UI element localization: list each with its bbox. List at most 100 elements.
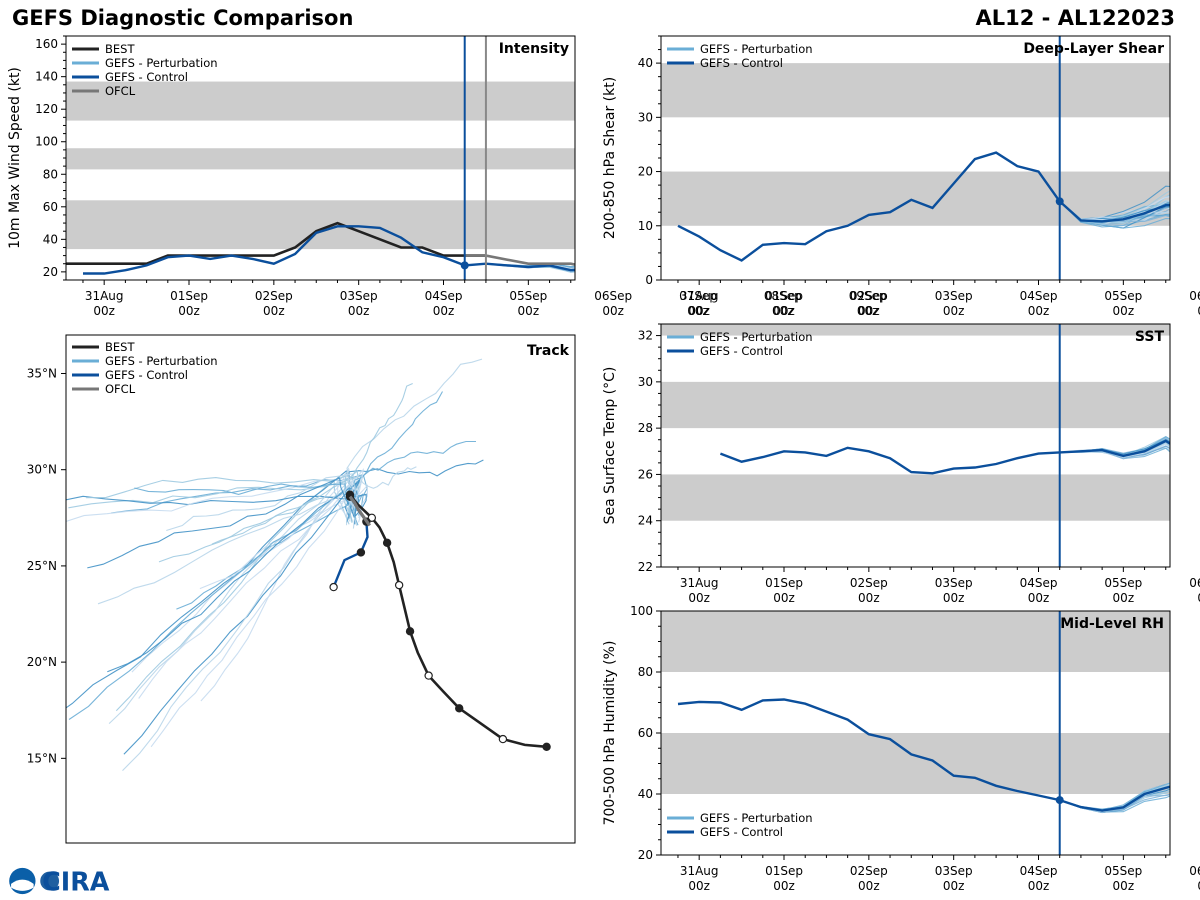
threshold-band	[661, 63, 1170, 118]
y-axis-label: 10m Max Wind Speed (kt)	[7, 67, 23, 249]
x-tick-label-hour: 00z	[687, 304, 709, 318]
best-track-point	[382, 538, 392, 548]
x-tick-label-date: 06Sep	[594, 289, 632, 303]
lat-tick-label: 35°N	[27, 366, 57, 380]
x-tick-label-hour: 00z	[857, 304, 879, 318]
best-track-point	[405, 627, 415, 636]
y-tick-label: 30	[638, 375, 653, 389]
perturbation-track-line	[357, 440, 476, 516]
x-tick-label-hour: 00z	[1197, 879, 1200, 893]
x-tick-label-hour: 00z	[1197, 304, 1200, 318]
lat-tick-label: 25°N	[27, 559, 57, 573]
shear-plot-area	[661, 63, 1170, 262]
noaa-wave-icon	[11, 879, 34, 891]
perturbation-track-line	[138, 467, 365, 699]
y-tick-label: 10	[638, 219, 653, 233]
perturbation-member-line	[1059, 200, 1170, 222]
threshold-band	[66, 200, 575, 250]
perturbation-member-line	[1059, 439, 1170, 459]
perturbation-member-line	[1059, 447, 1170, 460]
best-track-point	[424, 671, 433, 680]
perturbation-track-line	[87, 477, 355, 569]
y-tick-label: 40	[638, 56, 653, 70]
intensity-plot-area	[66, 81, 575, 275]
perturbation-member-line	[1059, 443, 1170, 458]
shear-panel: 01020304031Aug00z01Sep00z02Sep00z03Sep00…	[602, 35, 1200, 318]
perturbation-track-line	[346, 358, 483, 511]
perturbation-member-line	[1059, 200, 1170, 224]
x-tick-label-date: 04Sep	[1020, 289, 1058, 303]
x-tick-label-date: 05Sep	[509, 289, 547, 303]
sst-frame	[660, 323, 1171, 568]
y-tick-label: 40	[43, 232, 58, 246]
x-tick-label-date: 03Sep	[935, 289, 973, 303]
legend-label: GEFS - Control	[105, 70, 188, 84]
x-tick-label-hour: 00z	[1113, 879, 1135, 893]
threshold-band	[66, 148, 575, 170]
x-tick-label-date: 08Sep	[764, 289, 802, 303]
control-track-point	[356, 548, 366, 557]
y-tick-label: 120	[35, 102, 58, 116]
legend-label: GEFS - Control	[105, 368, 188, 382]
init-value-marker	[1055, 197, 1064, 206]
x-tick-label-hour: 00z	[602, 304, 624, 318]
perturbation-member-line	[1059, 442, 1170, 457]
x-tick-label-date: 31Aug	[680, 864, 719, 878]
x-tick-label-date: 03Sep	[935, 864, 973, 878]
panel-title: Deep-Layer Shear	[1023, 41, 1164, 57]
x-tick-label-date: 07Sep	[679, 289, 717, 303]
x-tick-label-hour: 00z	[858, 591, 880, 605]
perturbation-member-line	[1059, 200, 1170, 229]
x-tick-label-hour: 00z	[688, 591, 710, 605]
x-tick-label-date: 06Sep	[1189, 289, 1200, 303]
panel-title: Mid-Level RH	[1060, 616, 1164, 632]
threshold-band	[661, 474, 1170, 521]
legend-label: GEFS - Perturbation	[700, 42, 813, 56]
threshold-band	[661, 611, 1170, 672]
x-tick-label-date: 01Sep	[170, 289, 208, 303]
series-gefs-control-analysis-line	[677, 151, 1061, 262]
perturbation-member-line	[1059, 793, 1170, 814]
sst-plot-area	[661, 324, 1170, 521]
x-tick-label-date: 31Aug	[680, 576, 719, 590]
x-tick-label-hour: 00z	[943, 879, 965, 893]
x-tick-label-hour: 00z	[1197, 591, 1200, 605]
perturbation-member-line	[1059, 200, 1170, 224]
x-tick-label-hour: 00z	[1028, 879, 1050, 893]
x-tick-label-date: 31Aug	[680, 289, 719, 303]
x-tick-label-date: 04Sep	[425, 289, 463, 303]
perturbation-member-line	[1059, 445, 1170, 460]
y-tick-label: 140	[35, 70, 58, 84]
legend-label: GEFS - Perturbation	[105, 354, 218, 368]
x-tick-label-hour: 00z	[943, 304, 965, 318]
y-axis-label: Sea Surface Temp (°C)	[602, 367, 618, 525]
perturbation-track-line	[199, 484, 368, 590]
x-tick-label-hour: 00z	[773, 879, 795, 893]
perturbation-track-line	[123, 479, 361, 755]
y-tick-label: 20	[638, 848, 653, 862]
panel-title: Intensity	[499, 41, 569, 57]
y-tick-label: 40	[638, 787, 653, 801]
legend-label: OFCL	[105, 84, 136, 98]
best-track-point	[394, 580, 404, 590]
perturbation-member-line	[1059, 782, 1170, 810]
perturbation-track-line	[66, 493, 367, 525]
init-value-marker	[1055, 796, 1064, 805]
storm-id-title: AL12 - AL122023	[975, 6, 1176, 30]
x-tick-label-date: 01Sep	[765, 289, 803, 303]
x-tick-label-date: 02Sep	[850, 576, 888, 590]
perturbation-member-line	[1059, 200, 1170, 220]
x-tick-label-hour: 00z	[1028, 591, 1050, 605]
y-tick-label: 24	[638, 514, 653, 528]
threshold-band	[661, 381, 1170, 429]
x-tick-label-date: 05Sep	[1104, 576, 1142, 590]
cira-logo-text: CIRA	[42, 866, 110, 896]
y-tick-label: 26	[638, 467, 653, 481]
lat-tick-label: 15°N	[27, 751, 57, 765]
track-plot-area	[66, 358, 551, 771]
